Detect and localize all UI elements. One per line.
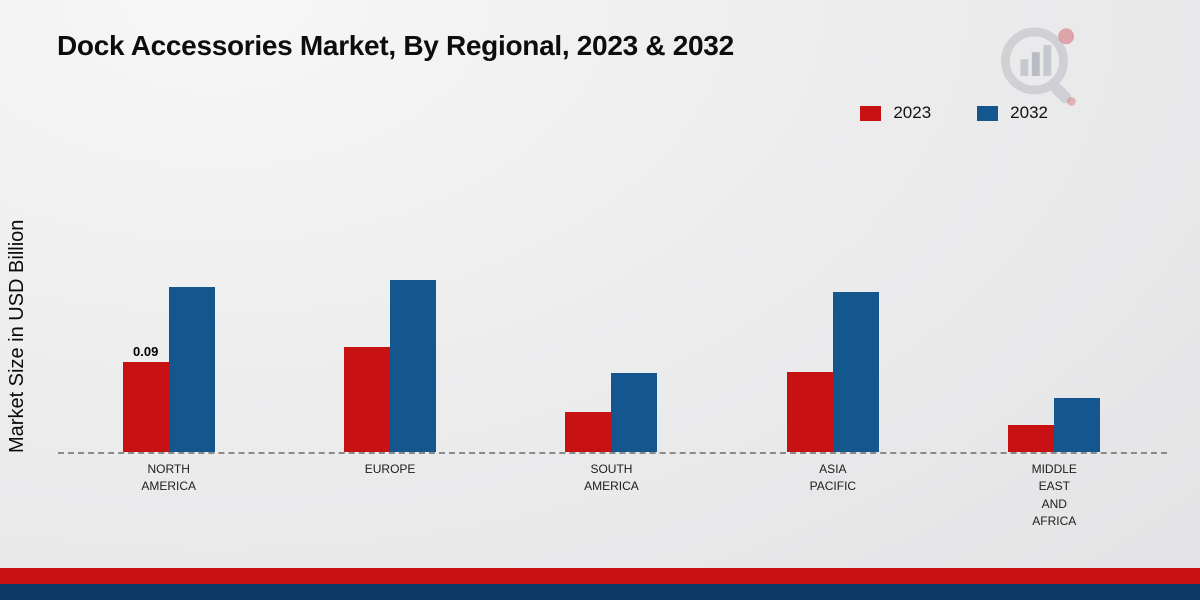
bar-2032-middle-east-and-africa [1054, 398, 1101, 452]
category-label-asia-pacific: ASIA PACIFIC [809, 462, 857, 494]
bar-group-south-america: SOUTH AMERICA [565, 373, 658, 493]
bar-group-asia-pacific: ASIA PACIFIC [786, 292, 879, 493]
bar-2032-north-america [168, 287, 215, 452]
footer-red-strip [0, 568, 1200, 584]
bar-2023-europe [344, 347, 391, 452]
legend-label-2023: 2023 [893, 103, 932, 122]
legend-label-2032: 2032 [1010, 103, 1048, 122]
bar-group-middle-east-and-africa: MIDDLE EAST AND AFRICA [1008, 398, 1101, 528]
category-label-middle-east-and-africa: MIDDLE EAST AND AFRICA [1031, 462, 1077, 529]
category-label-south-america: SOUTH AMERICA [584, 462, 639, 494]
chart-title: Dock Accessories Market, By Regional, 20… [57, 30, 734, 61]
legend-swatch-2023 [860, 105, 882, 121]
legend-item-2032: 2032 [977, 103, 1048, 123]
y-axis-label: Market Size in USD Billion [6, 219, 28, 453]
plot-area: 0.09 NORTH AMERICA EUROPE SOUTH AMERICA ASIA PA… [58, 150, 1165, 528]
bar-pair [786, 292, 879, 452]
bar-2023-asia-pacific [786, 372, 833, 452]
legend-swatch-2032 [977, 105, 999, 121]
legend: 2023 2032 [860, 103, 1048, 123]
bar-pair: 0.09 [122, 287, 215, 452]
watermark-logo-icon [1001, 27, 1076, 106]
bar-2023-north-america: 0.09 [122, 344, 169, 452]
bar-2032-asia-pacific [832, 292, 879, 452]
bar-pair [344, 280, 437, 452]
legend-item-2023: 2023 [860, 103, 931, 123]
bar-value-label: 0.09 [133, 344, 159, 359]
bar-2023-south-america [565, 412, 612, 452]
footer-navy-strip [0, 584, 1200, 600]
category-label-europe: EUROPE [364, 462, 416, 476]
bar-pair [565, 373, 658, 452]
bar-2032-south-america [611, 373, 658, 452]
category-label-north-america: NORTH AMERICA [141, 462, 197, 494]
bar-2032-europe [390, 280, 437, 452]
bar-group-europe: EUROPE [344, 280, 437, 476]
bar-group-north-america: 0.09 NORTH AMERICA [122, 287, 215, 493]
x-axis-baseline [58, 452, 1167, 454]
bar-2023-middle-east-and-africa [1008, 425, 1055, 452]
bar-pair [1008, 398, 1101, 452]
